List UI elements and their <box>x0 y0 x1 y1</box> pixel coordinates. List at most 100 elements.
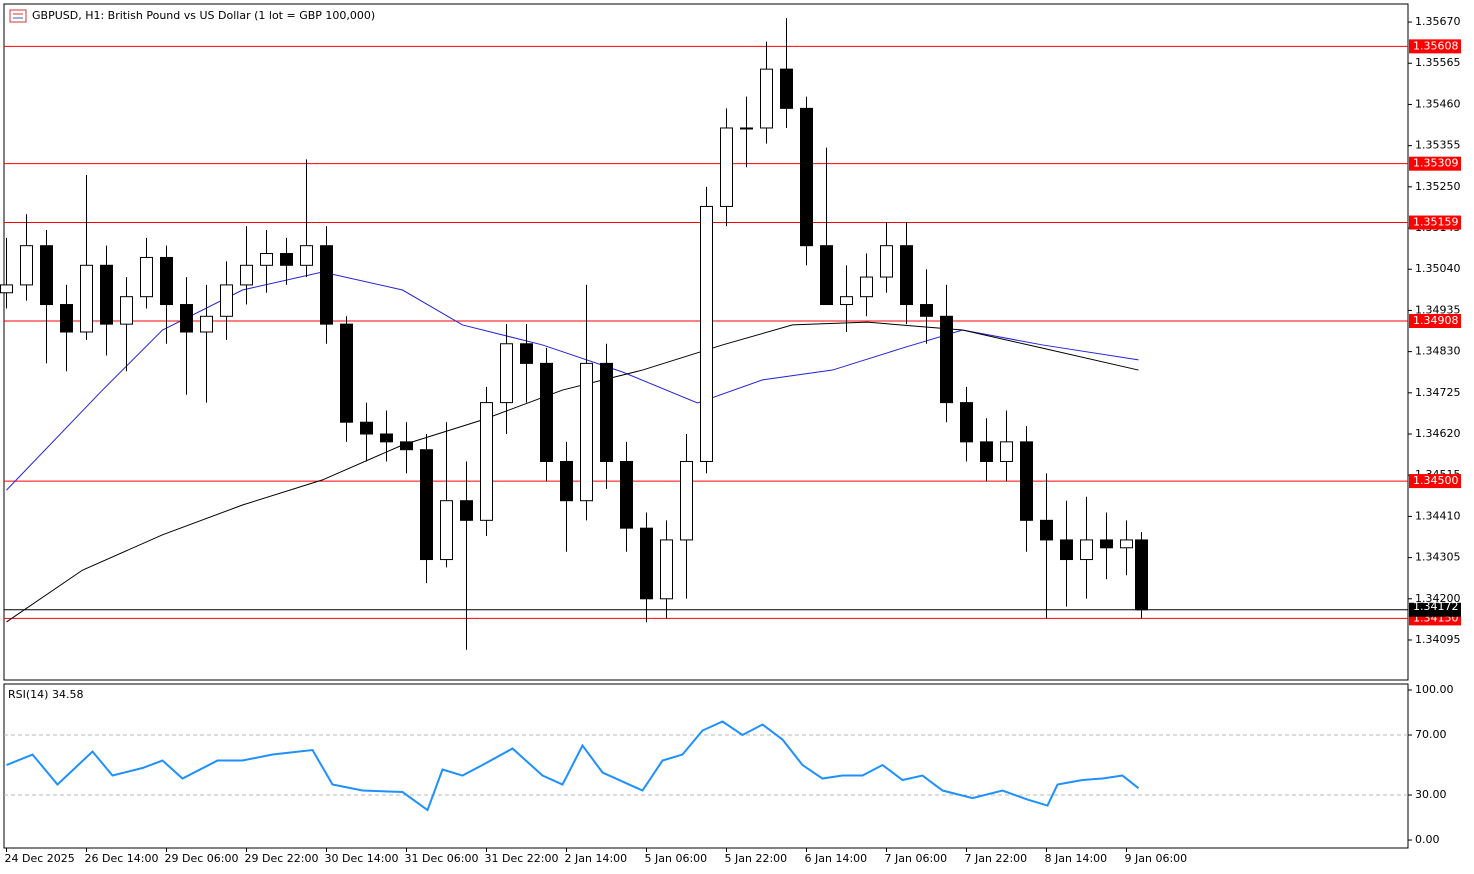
candle-body <box>200 315 213 333</box>
candle-body <box>120 296 133 325</box>
candle-body <box>20 245 33 286</box>
x-tick-label: 2 Jan 14:00 <box>565 852 628 865</box>
x-tick-label: 5 Jan 06:00 <box>645 852 708 865</box>
symbol-icon <box>9 9 27 23</box>
candle-body <box>60 304 73 333</box>
level-label-bg <box>1409 474 1461 489</box>
candle-body <box>540 362 553 462</box>
candle-body <box>340 323 353 423</box>
candle-body <box>320 245 333 325</box>
y-tick-label: 1.35670 <box>1415 15 1461 28</box>
y-tick-label: 1.34725 <box>1415 386 1461 399</box>
candle-body <box>80 264 93 333</box>
candle-body <box>400 441 413 451</box>
x-tick-label: 30 Dec 14:00 <box>325 852 399 865</box>
y-tick-label: 1.35040 <box>1415 262 1461 275</box>
candle-body <box>220 284 233 317</box>
candle-body <box>620 460 633 529</box>
candle-body <box>1020 441 1033 521</box>
y-tick-label: 1.34830 <box>1415 345 1461 358</box>
candle-body <box>820 245 833 306</box>
x-tick-label: 31 Dec 22:00 <box>485 852 559 865</box>
candle-body <box>360 421 373 435</box>
y-tick-label: 1.35355 <box>1415 139 1461 152</box>
candle-body <box>380 433 393 443</box>
y-tick-label: 1.35565 <box>1415 56 1461 69</box>
candle-body <box>160 256 173 306</box>
last-price-label: 1.34172 <box>1413 600 1459 613</box>
candle-body <box>860 276 873 298</box>
candle-body <box>1120 539 1133 549</box>
candle-body <box>280 253 293 266</box>
last-price-bg <box>1409 602 1461 617</box>
moving-average <box>6 321 1139 623</box>
rsi-frame <box>3 683 1409 849</box>
candle-body <box>420 449 433 561</box>
candle-body <box>680 460 693 541</box>
candle-body <box>140 256 153 298</box>
candle-body <box>440 500 453 561</box>
y-tick-label: 1.34620 <box>1415 427 1461 440</box>
rsi-title: RSI(14) 34.58 <box>8 688 83 701</box>
x-tick-label: 29 Dec 22:00 <box>245 852 319 865</box>
candle-body <box>1100 539 1113 549</box>
candle-body <box>1040 519 1053 541</box>
y-tick-label: 100.00 <box>1415 683 1454 696</box>
candle-body <box>560 460 573 502</box>
rsi-line <box>6 720 1140 812</box>
candle-body <box>1000 441 1013 462</box>
x-tick-label: 29 Dec 06:00 <box>165 852 239 865</box>
candle-body <box>500 343 513 404</box>
level-label: 1.34908 <box>1413 314 1459 327</box>
candle-body <box>640 527 653 600</box>
y-tick-label: 1.35460 <box>1415 97 1461 110</box>
y-tick-label: 30.00 <box>1415 788 1447 801</box>
level-label-bg <box>1409 215 1461 230</box>
candle-body <box>0 284 13 294</box>
candle-body <box>1135 539 1148 611</box>
x-tick-label: 31 Dec 06:00 <box>405 852 479 865</box>
level-label: 1.34500 <box>1413 474 1459 487</box>
level-label: 1.35309 <box>1413 157 1459 170</box>
candle-body <box>180 304 193 333</box>
y-tick-label: 1.34200 <box>1415 592 1461 605</box>
candle-body <box>240 264 253 286</box>
candle-body <box>980 441 993 462</box>
x-tick-label: 6 Jan 14:00 <box>805 852 868 865</box>
candle-body <box>100 264 113 325</box>
level-label: 1.35159 <box>1413 216 1459 229</box>
candle-body <box>1080 539 1093 561</box>
x-tick-label: 9 Jan 06:00 <box>1125 852 1188 865</box>
candle-body <box>960 402 973 443</box>
chart-title: GBPUSD, H1: British Pound vs US Dollar (… <box>32 9 375 22</box>
y-tick-label: 1.34410 <box>1415 509 1461 522</box>
y-tick-label: 1.34305 <box>1415 551 1461 564</box>
candle-body <box>880 245 893 278</box>
rsi-name: RSI(14) <box>8 688 48 701</box>
level-label-bg <box>1409 156 1461 171</box>
y-tick-label: 0.00 <box>1415 833 1440 846</box>
candle-body <box>260 253 273 266</box>
y-tick-label: 1.34935 <box>1415 303 1461 316</box>
moving-average <box>6 271 1139 491</box>
level-label: 1.35608 <box>1413 39 1459 52</box>
candle-body <box>460 500 473 521</box>
y-tick-label: 70.00 <box>1415 728 1447 741</box>
candle-body <box>1060 539 1073 561</box>
x-tick-label: 7 Jan 22:00 <box>965 852 1028 865</box>
candle-body <box>40 245 53 306</box>
candle-body <box>300 245 313 266</box>
level-label-bg <box>1409 39 1461 54</box>
candle-body <box>580 362 593 502</box>
candle-body <box>840 296 853 306</box>
level-label-bg <box>1409 314 1461 329</box>
candle-body <box>480 402 493 521</box>
x-tick-label: 24 Dec 2025 <box>5 852 75 865</box>
candle-body <box>720 127 733 207</box>
candle-body <box>920 304 933 317</box>
candle-body <box>740 127 753 130</box>
y-tick-label: 1.34095 <box>1415 633 1461 646</box>
x-tick-label: 26 Dec 14:00 <box>85 852 159 865</box>
candle-body <box>700 205 713 462</box>
